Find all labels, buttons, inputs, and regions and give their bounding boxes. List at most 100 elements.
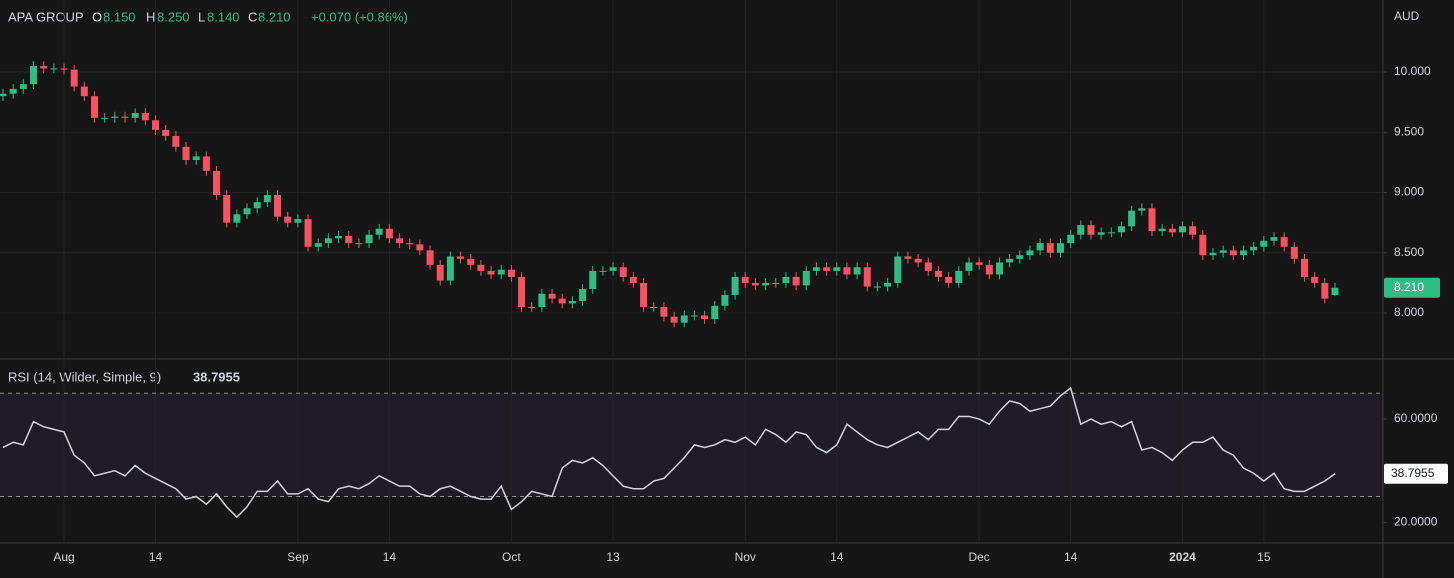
candle-body [1036, 243, 1044, 251]
candle-body [1006, 258, 1014, 263]
candle-body [274, 194, 282, 217]
y-tick-label: 9.000 [1394, 185, 1424, 199]
candle-body [152, 120, 160, 130]
candle-body [548, 293, 556, 299]
candle-body [416, 244, 424, 251]
rsi-value: 38.7955 [193, 369, 240, 384]
candle-body [111, 116, 119, 118]
candle-body [172, 135, 180, 147]
change-value: +0.070 (+0.86%) [311, 9, 408, 24]
candle-body [80, 86, 88, 97]
candle-body [0, 93, 7, 97]
candle-body [365, 234, 373, 244]
candle-body [1148, 208, 1156, 232]
x-tick-label: 14 [1064, 550, 1078, 564]
candle-body [182, 146, 190, 161]
candle-body [558, 298, 566, 304]
candle-body [213, 170, 221, 195]
candle-body [436, 264, 444, 281]
candle-body [1209, 252, 1217, 256]
rsi-band [0, 393, 1383, 497]
high-value: 8.250 [157, 9, 190, 24]
candle-body [1067, 234, 1075, 244]
candle-body [1199, 234, 1207, 256]
candle-body [1321, 282, 1329, 299]
candle-body [1016, 255, 1024, 259]
candle-body [568, 301, 576, 304]
candle-body [1290, 246, 1298, 259]
candle-body [863, 267, 871, 287]
candle-body [1138, 208, 1146, 211]
candle-body [19, 84, 27, 89]
open-value: 8.150 [103, 9, 136, 24]
y-tick-label: 20.0000 [1394, 514, 1438, 528]
candle-body [162, 129, 170, 136]
candle-body [335, 235, 343, 239]
candle-body [1331, 287, 1339, 295]
rsi-line [2, 386, 1336, 519]
candle-body [345, 235, 353, 244]
close-value: 8.210 [258, 9, 291, 24]
last-price-label: 8.210 [1394, 280, 1424, 294]
candle-body [1189, 226, 1197, 235]
candle-body [741, 276, 749, 283]
candle-body [1046, 243, 1054, 253]
candle-body [1117, 226, 1125, 233]
candle-body [1158, 228, 1166, 232]
candle-body [1280, 237, 1288, 247]
candle-body [141, 113, 149, 121]
candle-body [660, 307, 668, 317]
low-value: 8.140 [207, 9, 240, 24]
candle-body [304, 219, 312, 247]
candle-body [1056, 243, 1064, 253]
candle-body [762, 282, 770, 286]
y-tick-label: 8.000 [1394, 305, 1424, 319]
candle-body [263, 194, 271, 203]
candle-body [70, 69, 78, 87]
candle-body [40, 66, 48, 69]
candle-body [50, 68, 58, 70]
candle-body [1250, 246, 1258, 251]
candle-body [1219, 250, 1227, 253]
candle-body [599, 270, 607, 272]
candle-body [711, 305, 719, 320]
candle-body [975, 262, 983, 265]
rsi-title: RSI (14, Wilder, Simple, 9) [8, 369, 161, 384]
candle-body [609, 267, 617, 271]
x-tick-label: 14 [383, 550, 397, 564]
candle-body [487, 270, 495, 275]
currency-label: AUD [1394, 9, 1420, 23]
candle-body [619, 267, 627, 277]
candle-body [457, 256, 465, 259]
candle-body [853, 267, 861, 275]
candle-body [670, 316, 678, 323]
candle-body [884, 282, 892, 287]
candle-body [538, 293, 546, 308]
grid-layer [0, 0, 1383, 542]
candle-body [1311, 276, 1319, 283]
candle-body [589, 270, 597, 289]
y-tick-label: 9.500 [1394, 124, 1424, 138]
candle-body [1097, 232, 1105, 235]
candle-body [406, 243, 414, 245]
candle-body [324, 238, 332, 244]
candle-body [101, 117, 109, 119]
candle-body [385, 228, 393, 239]
candle-body [355, 243, 363, 245]
x-tick-label: Oct [502, 550, 521, 564]
candle-body [497, 269, 505, 275]
candle-body [477, 264, 485, 271]
candle-body [192, 156, 200, 161]
candle-body [294, 219, 302, 223]
y-tick-label: 10.000 [1394, 64, 1431, 78]
candle-body [507, 269, 515, 277]
candle-body [131, 113, 139, 118]
symbol-title: APA GROUP [8, 9, 84, 24]
candle-body [904, 256, 912, 259]
rsi-value-tag [1384, 463, 1448, 484]
candle-body [233, 214, 241, 223]
x-tick-label: 14 [149, 550, 163, 564]
candle-body [202, 156, 210, 171]
candle-body [1260, 240, 1268, 247]
candle-body [284, 216, 292, 223]
